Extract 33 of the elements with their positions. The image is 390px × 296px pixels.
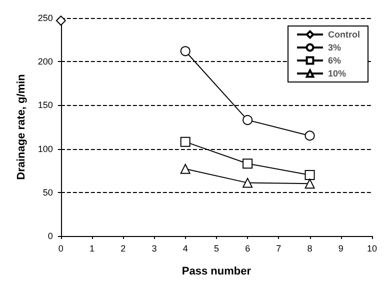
x-axis-title: Pass number [182,266,252,278]
legend-label: 10% [328,68,346,78]
point [242,158,253,169]
y-tick-label: 150 [38,100,53,110]
legend-label: Control [328,30,360,40]
point [56,16,66,26]
point [180,164,190,174]
point [242,115,253,126]
point [304,170,315,180]
x-tick-label: 5 [214,244,219,254]
x-tick-label: 4 [182,244,188,254]
y-tick-label: 50 [42,187,53,198]
y-tick-label: 250 [38,13,53,23]
x-tick-label: 2 [120,244,126,254]
x-tick-label: 1 [90,244,95,254]
x-tick-label: 0 [58,244,64,254]
y-tick-label: 100 [38,144,53,154]
x-tick-label: 3 [152,244,157,254]
x-tick-label: 8 [307,244,312,254]
point [242,178,253,188]
y-axis-title: Drainage rate, g/min [16,74,28,180]
legend-label: 6% [328,56,342,66]
x-tick-label: 10 [366,244,378,254]
y-tick-label: 200 [38,56,53,67]
x-tick-label: 6 [245,244,250,254]
x-tick-label: 7 [276,244,282,254]
point [180,136,190,147]
point [180,46,190,56]
x-tick-label: 9 [338,244,344,254]
point [304,130,315,141]
legend-label: 3% [328,42,342,52]
point [304,178,315,189]
y-tick-label: 0 [48,231,53,241]
